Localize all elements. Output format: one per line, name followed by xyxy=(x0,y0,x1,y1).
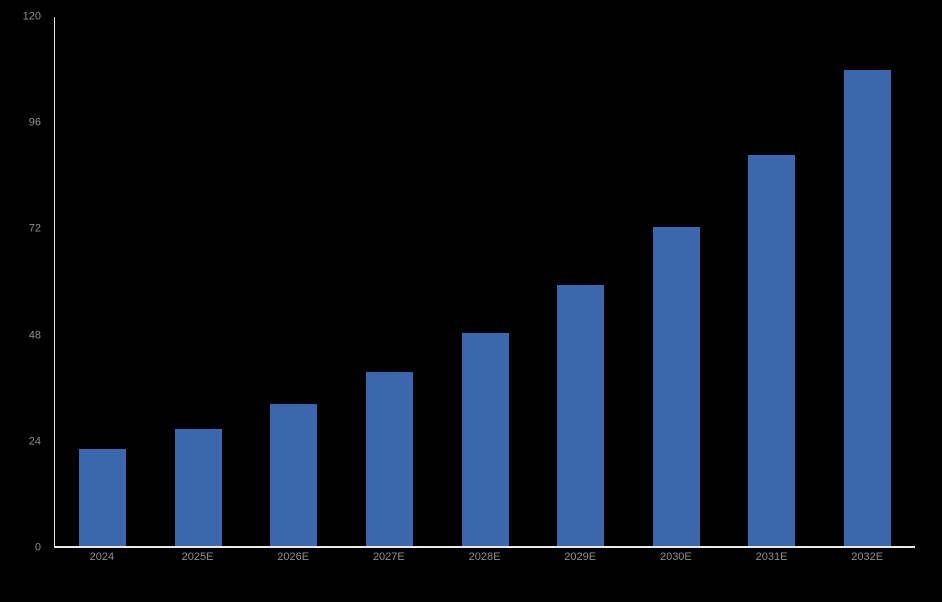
bar-band xyxy=(151,17,247,546)
bar-2028E xyxy=(461,333,509,546)
bar-2029E xyxy=(557,285,605,546)
x-tick-label: 2030E xyxy=(659,551,692,563)
x-tick-label: 2027E xyxy=(372,551,405,563)
x-tick-label: 2032E xyxy=(851,551,884,563)
y-tick-label: 96 xyxy=(28,116,41,129)
bar-band xyxy=(342,17,438,546)
y-tick-label: 48 xyxy=(28,329,41,342)
bar-2030E xyxy=(652,227,700,546)
y-axis-labels: 0 24 48 72 96 120 xyxy=(0,11,48,553)
y-tick-label: 24 xyxy=(28,435,41,448)
plot-area xyxy=(54,17,915,548)
bar-band xyxy=(820,17,916,546)
bar-2032E xyxy=(843,70,891,546)
x-tick-label: 2031E xyxy=(755,551,788,563)
bar-2027E xyxy=(365,371,413,546)
bar-2031E xyxy=(748,155,796,546)
x-tick-label: 2028E xyxy=(468,551,501,563)
x-tick-label: 2026E xyxy=(277,551,310,563)
bar-band xyxy=(55,17,151,546)
bar-2025E xyxy=(174,428,222,546)
y-tick-label: 0 xyxy=(34,541,41,554)
x-tick-label: 2025E xyxy=(181,551,214,563)
bar-band xyxy=(628,17,724,546)
bar-2026E xyxy=(270,403,318,546)
x-axis-labels: 2024 2025E 2026E 2027E 2028E 2029E 2030E 2031E 2… xyxy=(54,551,915,563)
y-tick-label: 72 xyxy=(28,222,41,235)
bar-band xyxy=(437,17,533,546)
bar-band xyxy=(724,17,820,546)
bar-band xyxy=(246,17,342,546)
y-tick-label: 120 xyxy=(22,10,41,23)
bar-band xyxy=(533,17,629,546)
x-tick-label: 2029E xyxy=(564,551,597,563)
bars-container xyxy=(55,17,915,546)
x-tick-label: 2024 xyxy=(89,551,115,563)
bar-2024 xyxy=(79,449,127,546)
